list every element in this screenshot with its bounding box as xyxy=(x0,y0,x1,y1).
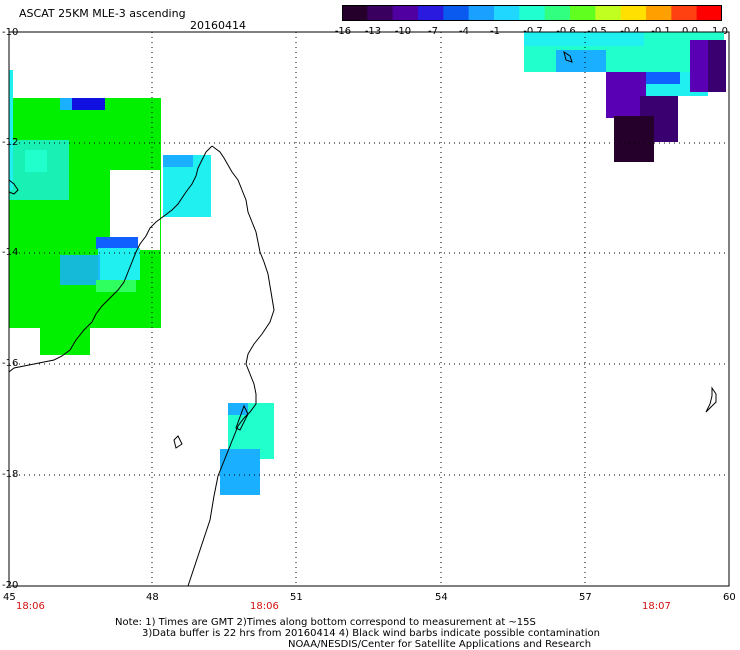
coastline xyxy=(8,145,275,587)
lon-label: 54 xyxy=(435,592,448,603)
colorbar-segment xyxy=(544,5,571,21)
map-title: ASCAT 25KM MLE-3 ascending xyxy=(19,7,186,20)
swath-cell xyxy=(606,72,646,118)
colorbar-segment xyxy=(696,5,722,21)
lat-label: -14 xyxy=(2,247,19,258)
colorbar-segment xyxy=(519,5,546,21)
island-outline xyxy=(173,435,183,449)
lat-label: -10 xyxy=(2,27,19,38)
swath-cell xyxy=(60,98,72,110)
colorbar-segment xyxy=(671,5,698,21)
colorbar-segment xyxy=(570,5,596,21)
island-outline xyxy=(563,50,573,63)
colorbar-segment xyxy=(468,5,495,21)
map-frame xyxy=(8,31,730,587)
lon-label: 48 xyxy=(146,592,159,603)
colorbar-segment xyxy=(392,5,419,21)
lat-label: -18 xyxy=(2,469,19,480)
note-line: Note: 1) Times are GMT 2)Times along bot… xyxy=(115,617,536,628)
note-line: NOAA/NESDIS/Center for Satellite Applica… xyxy=(288,639,592,650)
lat-label: -20 xyxy=(2,580,19,591)
swath-cell xyxy=(60,255,100,285)
pass-time-label: 18:06 xyxy=(250,601,279,612)
lon-label: 45 xyxy=(3,592,16,603)
lon-label: 51 xyxy=(290,592,303,603)
swath-cell xyxy=(640,72,680,84)
island-outline xyxy=(705,386,717,413)
swath-cell xyxy=(524,32,644,46)
colorbar-segment xyxy=(443,5,470,21)
island-outline xyxy=(235,404,249,431)
swath-cell xyxy=(228,403,248,415)
colorbar-segment xyxy=(367,5,394,21)
lon-label: 60 xyxy=(723,592,736,603)
swath-cell xyxy=(614,116,654,162)
swath-cell xyxy=(220,449,260,495)
swath-cell xyxy=(708,40,726,92)
lon-label: 57 xyxy=(579,592,592,603)
swath-cell xyxy=(556,50,606,72)
colorbar-frame xyxy=(342,5,722,21)
swath-cell xyxy=(96,280,136,292)
footer-notes: Note: 1) Times are GMT 2)Times along bot… xyxy=(115,617,600,650)
swath-cell xyxy=(9,70,13,190)
swath-cell xyxy=(40,320,90,355)
swath-gap xyxy=(110,170,160,250)
map-date: 20160414 xyxy=(190,19,246,32)
lat-label: -12 xyxy=(2,137,19,148)
colorbar-segment xyxy=(342,5,368,21)
grid-lines xyxy=(9,32,729,586)
colorbar xyxy=(342,5,722,21)
data-swaths xyxy=(9,32,726,495)
lat-label: -16 xyxy=(2,358,19,369)
pass-time-label: 18:07 xyxy=(642,601,671,612)
colorbar-segment xyxy=(620,5,647,21)
colorbar-segment xyxy=(418,5,444,21)
colorbar-segment xyxy=(494,5,520,21)
note-line: 3)Data buffer is 22 hrs from 20160414 4)… xyxy=(142,628,600,639)
swath-cell xyxy=(25,150,47,172)
swath-cell xyxy=(163,155,193,167)
pass-time-label: 18:06 xyxy=(16,601,45,612)
colorbar-segment xyxy=(646,5,672,21)
colorbar-segment xyxy=(595,5,622,21)
swath-cell xyxy=(96,237,138,249)
